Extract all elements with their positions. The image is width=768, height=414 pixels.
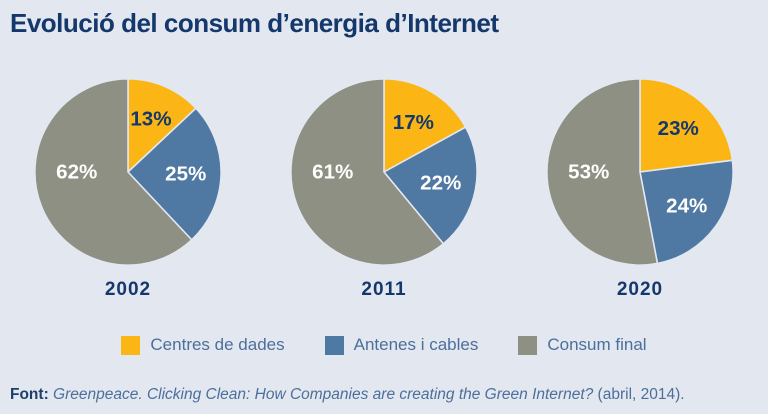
pie-chart-2002: 13% 25% 62% (34, 78, 222, 266)
pie-group-2020: 23% 24% 53% 2020 (512, 74, 768, 301)
legend-label-antenes-i-cables: Antenes i cables (353, 335, 479, 354)
pie-slice-antenes-i-cables (639, 159, 734, 265)
source-footer: Font: Greenpeace. Clicking Clean: How Co… (10, 386, 764, 404)
pie-slice-consum-final (34, 78, 193, 266)
pie-slice-centres-de-dades (639, 78, 734, 173)
legend-label-centres-de-dades: Centres de dades (150, 335, 285, 354)
pie-value-label: 17% (393, 111, 434, 134)
year-label-2020: 2020 (616, 279, 664, 300)
pie-slice-consum-final (546, 78, 659, 266)
pie-charts-row: 13% 25% 62% 2002 17% 22% 61% 2011 23% 24% 53% … (0, 74, 768, 301)
pie-value-label: 13% (130, 107, 171, 130)
pie-value-label: 53% (568, 161, 609, 184)
pie-slice-antenes-i-cables (127, 107, 222, 241)
source-citation: Greenpeace. Clicking Clean: How Companie… (48, 386, 594, 403)
pie-slice-centres-de-dades (127, 78, 197, 173)
pie-group-2011: 17% 22% 61% 2011 (256, 74, 512, 301)
legend: Centres de dades Antenes i cables Consum… (0, 335, 768, 355)
pie-value-label: 22% (420, 171, 461, 194)
legend-item-antenes-i-cables: Antenes i cables (324, 335, 479, 355)
source-date: (abril, 2014). (593, 386, 685, 403)
pie-value-label: 23% (658, 117, 699, 140)
pie-group-2002: 13% 25% 62% 2002 (0, 74, 256, 301)
source-label: Font: (10, 386, 49, 403)
year-label-2011: 2011 (361, 279, 407, 300)
legend-swatch-blue-icon (324, 335, 344, 355)
pie-value-label: 24% (666, 194, 707, 217)
legend-swatch-gray-icon (518, 335, 538, 355)
pie-slice-centres-de-dades (383, 78, 467, 173)
pie-value-label: 61% (312, 161, 353, 184)
legend-item-centres-de-dades: Centres de dades (121, 335, 285, 355)
legend-label-consum-final: Consum final (547, 335, 647, 354)
pie-chart-2020: 23% 24% 53% (546, 78, 734, 266)
legend-item-consum-final: Consum final (518, 335, 647, 355)
pie-slice-consum-final (290, 78, 445, 266)
pie-slice-antenes-i-cables (383, 126, 478, 245)
pie-value-label: 62% (56, 161, 97, 184)
pie-chart-2011: 17% 22% 61% (290, 78, 478, 266)
page-title: Evolució del consum d’energia d’Internet (10, 8, 499, 38)
legend-swatch-yellow-icon (121, 335, 141, 355)
year-label-2002: 2002 (104, 279, 152, 300)
pie-value-label: 25% (165, 162, 206, 185)
